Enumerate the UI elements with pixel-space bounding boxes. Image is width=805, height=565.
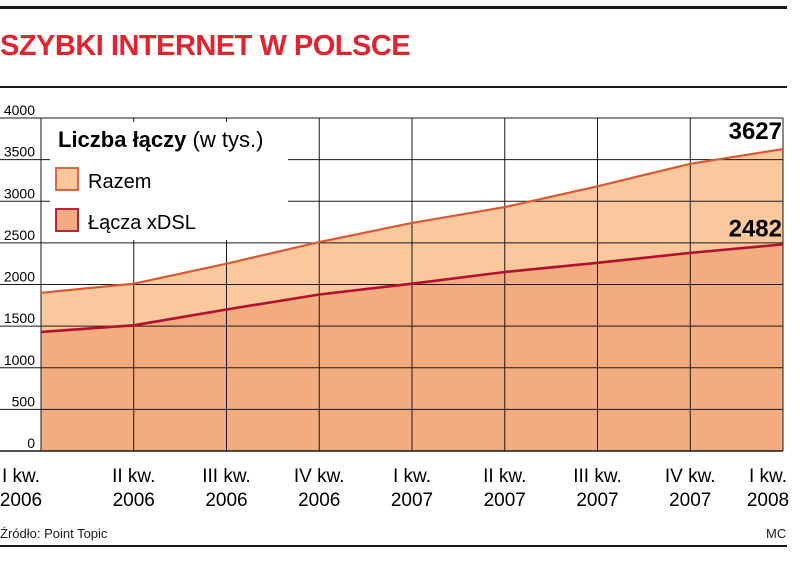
x-tick-year: 2006 — [113, 490, 155, 511]
source-note: Źródło: Point Topic — [0, 526, 108, 541]
x-axis-labels: I kw. 2006 II kw. 2006 III kw. 2006 IV kw. 2006… — [0, 466, 789, 511]
x-tick-label: IV kw. — [294, 466, 345, 487]
x-tick-year: 2006 — [298, 490, 340, 511]
chart-title-main: Liczba łączy — [58, 127, 193, 152]
legend-label-lacza-xdsl: Łącza xDSL — [88, 212, 196, 234]
end-label-lacza-xdsl: 2482 — [729, 215, 782, 242]
x-tick-year: 2008 — [747, 490, 789, 511]
x-tick-label: I kw. — [749, 466, 787, 487]
x-tick-year: 2006 — [205, 490, 247, 511]
end-value-labels: 3627 2482 — [729, 118, 782, 242]
line-razem — [40, 147, 784, 294]
credit: MC — [766, 526, 787, 541]
x-tick-year: 2007 — [576, 490, 618, 511]
page-title: SZYBKI INTERNET W POLSCE — [0, 30, 411, 62]
x-tick-label: II kw. — [483, 466, 526, 487]
x-tick-label: I kw. — [2, 466, 40, 487]
chart-title: Liczba łączy (w tys.) — [58, 127, 263, 152]
y-tick-label: 3500 — [4, 144, 35, 160]
x-tick-label: II kw. — [112, 466, 155, 487]
title-rule — [0, 86, 787, 88]
x-tick-label: III kw. — [202, 466, 251, 487]
x-tick-year: 2006 — [0, 490, 42, 511]
x-tick-label: I kw. — [393, 466, 431, 487]
y-tick-label: 500 — [12, 393, 36, 409]
end-label-razem: 3627 — [729, 118, 782, 145]
y-tick-label: 2000 — [4, 269, 35, 285]
y-tick-label: 1500 — [4, 310, 35, 326]
series-lines — [40, 147, 784, 334]
legend: Liczba łączy (w tys.) Razem Łącza xDSL — [50, 122, 288, 240]
x-tick-year: 2007 — [391, 490, 433, 511]
y-tick-label: 2500 — [4, 227, 35, 243]
x-tick-label: IV kw. — [665, 466, 716, 487]
line-lacza-xdsl — [40, 243, 784, 334]
y-tick-label: 1000 — [4, 352, 35, 368]
y-tick-label: 3000 — [4, 185, 35, 201]
legend-swatch-lacza-xdsl — [55, 208, 79, 232]
top-rule — [0, 6, 787, 9]
y-axis-labels: 0 500 1000 1500 2000 2500 3000 3500 4000 — [4, 102, 35, 451]
y-tick-label: 0 — [27, 435, 35, 451]
x-tick-year: 2007 — [669, 490, 711, 511]
legend-label-razem: Razem — [88, 171, 151, 193]
chart-subtitle: (w tys.) — [193, 127, 264, 152]
area-chart: 0 500 1000 1500 2000 2500 3000 3500 4000 I kw. 20… — [0, 102, 789, 511]
x-tick-year: 2007 — [484, 490, 526, 511]
x-tick-label: III kw. — [573, 466, 622, 487]
legend-swatch-razem — [55, 167, 79, 191]
legend-box — [50, 122, 288, 240]
y-tick-label: 4000 — [4, 102, 35, 118]
bottom-rule — [0, 545, 787, 547]
